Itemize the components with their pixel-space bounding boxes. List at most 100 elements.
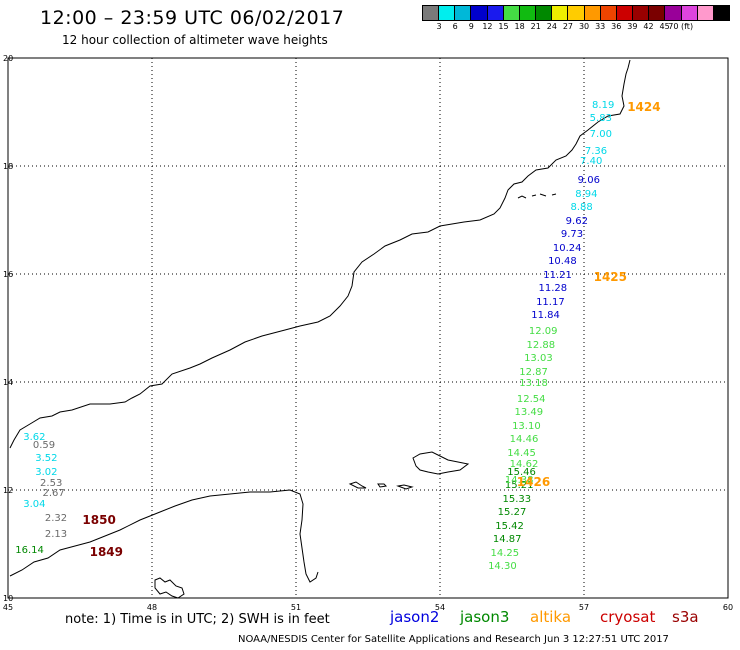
pass-time-label: 1850 — [82, 512, 116, 527]
color-scale-label: 27 — [562, 22, 574, 31]
wave-height-value: 2.53 — [40, 477, 63, 489]
arabian-coastline — [9, 59, 631, 449]
wave-height-value: 12.87 — [519, 366, 548, 378]
lon-label: 45 — [3, 603, 13, 612]
wave-height-value: 13.03 — [524, 353, 553, 365]
somali-coastline — [9, 489, 319, 583]
wave-height-value: 9.73 — [560, 229, 584, 241]
lat-label: 12 — [3, 486, 13, 495]
color-scale-swatch — [423, 6, 440, 20]
pass-time-label: 1426 — [516, 474, 551, 489]
color-scale-label: 18 — [514, 22, 525, 31]
color-scale-swatch — [503, 6, 520, 20]
coastline — [9, 59, 631, 599]
wave-height-value: 8.94 — [575, 188, 598, 200]
color-scale-label: 12 — [482, 22, 493, 31]
color-scale-label: 6 — [452, 22, 458, 31]
lat-label: 10 — [3, 594, 13, 603]
wave-height-value: 11.17 — [536, 296, 565, 308]
lat-lon-grid — [8, 58, 728, 598]
wave-height-value: 12.09 — [528, 326, 558, 338]
color-scale-label: 36 — [611, 22, 622, 31]
wave-height-value: 14.45 — [507, 447, 536, 459]
color-scale-swatch — [649, 6, 666, 20]
pass-time-label: 1849 — [89, 545, 123, 560]
lat-label: 14 — [3, 378, 13, 387]
wave-height-value: 14.25 — [490, 547, 520, 559]
satellite-legend-s3a: s3a — [672, 608, 699, 626]
wave-height-value: 10.48 — [548, 256, 577, 268]
color-scale-swatch — [681, 6, 698, 20]
color-scale-swatch — [487, 6, 504, 20]
wave-height-value: 11.21 — [543, 269, 572, 281]
wave-height-value: 2.32 — [44, 512, 68, 524]
wave-height-value: 3.02 — [35, 466, 58, 478]
wave-height-value: 2.67 — [42, 488, 65, 500]
color-scale-swatch — [519, 6, 537, 20]
lon-label: 48 — [147, 603, 157, 612]
satellite-legend-jason2: jason2 — [390, 608, 440, 626]
pass-time-label: 1425 — [593, 269, 627, 284]
color-scale-swatch — [552, 6, 569, 20]
color-scale-label: 21 — [530, 22, 541, 31]
abd-al-kuri-island — [348, 481, 367, 489]
color-scale-label: 3 — [436, 22, 442, 31]
lon-label: 51 — [291, 603, 301, 612]
color-scale-label: 33 — [595, 22, 606, 31]
wave-height-value: 3.52 — [35, 453, 58, 465]
wave-height-value: 15.46 — [507, 466, 536, 478]
gulf-coast-fragment — [154, 577, 185, 599]
wave-height-value: 13.10 — [512, 420, 541, 432]
wave-height-value: 12.54 — [516, 393, 546, 405]
wave-height-value: 14.62 — [509, 458, 539, 470]
map-frame — [7, 57, 729, 599]
color-scale-swatch — [713, 6, 729, 20]
wave-height-value: 8.19 — [592, 99, 615, 111]
credit-line: NOAA/NESDIS Center for Satellite Applica… — [238, 634, 669, 645]
wave-height-value: 14.46 — [509, 434, 539, 446]
latitude-labels: 20 18 16 14 12 10 — [3, 54, 13, 603]
color-scale-label: 45 — [659, 22, 670, 31]
color-scale-swatch — [471, 6, 488, 20]
pass-time-label: 1424 — [627, 99, 661, 114]
color-scale-swatch — [600, 6, 617, 20]
wave-height-value: 3.62 — [23, 431, 46, 443]
socotra-island — [412, 451, 470, 475]
wave-height-value: 12.88 — [526, 339, 556, 351]
color-scale-swatch — [697, 6, 714, 20]
wave-height-value: 9.62 — [565, 215, 588, 227]
footnote: note: 1) Time is in UTC; 2) SWH is in fe… — [65, 612, 330, 627]
color-scale-label: 24 — [546, 22, 557, 31]
wave-height-value: 15.42 — [495, 520, 524, 532]
wave-height-value: 13.18 — [519, 377, 548, 389]
color-scale-swatch — [584, 6, 601, 20]
color-scale-label: 39 — [627, 22, 638, 31]
color-scale-swatch — [455, 6, 472, 20]
wave-height-value: 10.24 — [552, 242, 582, 254]
wave-height-value: 2.13 — [44, 528, 68, 540]
wave-height-value: 16.14 — [15, 545, 44, 557]
kuria-muria-islands — [517, 193, 557, 199]
color-scale-swatch — [633, 6, 650, 20]
color-scale-label: 15 — [498, 22, 509, 31]
lat-label: 20 — [3, 54, 13, 63]
wave-height-value: 13.49 — [514, 407, 544, 419]
wave-height-value: 9.06 — [577, 175, 600, 187]
small-islet-a — [377, 483, 388, 488]
lon-label: 57 — [579, 603, 589, 612]
color-scale-label: 30 — [578, 22, 590, 31]
longitude-labels: 45 48 51 54 57 60 — [3, 603, 733, 612]
small-islet-b — [396, 484, 414, 490]
wave-height-value: 15.27 — [497, 507, 527, 519]
wave-height-value: 8.88 — [570, 202, 593, 214]
color-scale-bar — [422, 5, 730, 21]
wave-height-value: 11.28 — [538, 283, 568, 295]
map-subtitle: 12 hour collection of altimeter wave hei… — [62, 33, 328, 47]
wave-height-value: 7.00 — [589, 129, 612, 141]
color-scale-swatch — [616, 6, 634, 20]
lon-label: 54 — [435, 603, 445, 612]
lon-label: 60 — [723, 603, 733, 612]
wave-height-value: 15.21 — [504, 480, 534, 492]
color-scale-swatch — [665, 6, 682, 20]
